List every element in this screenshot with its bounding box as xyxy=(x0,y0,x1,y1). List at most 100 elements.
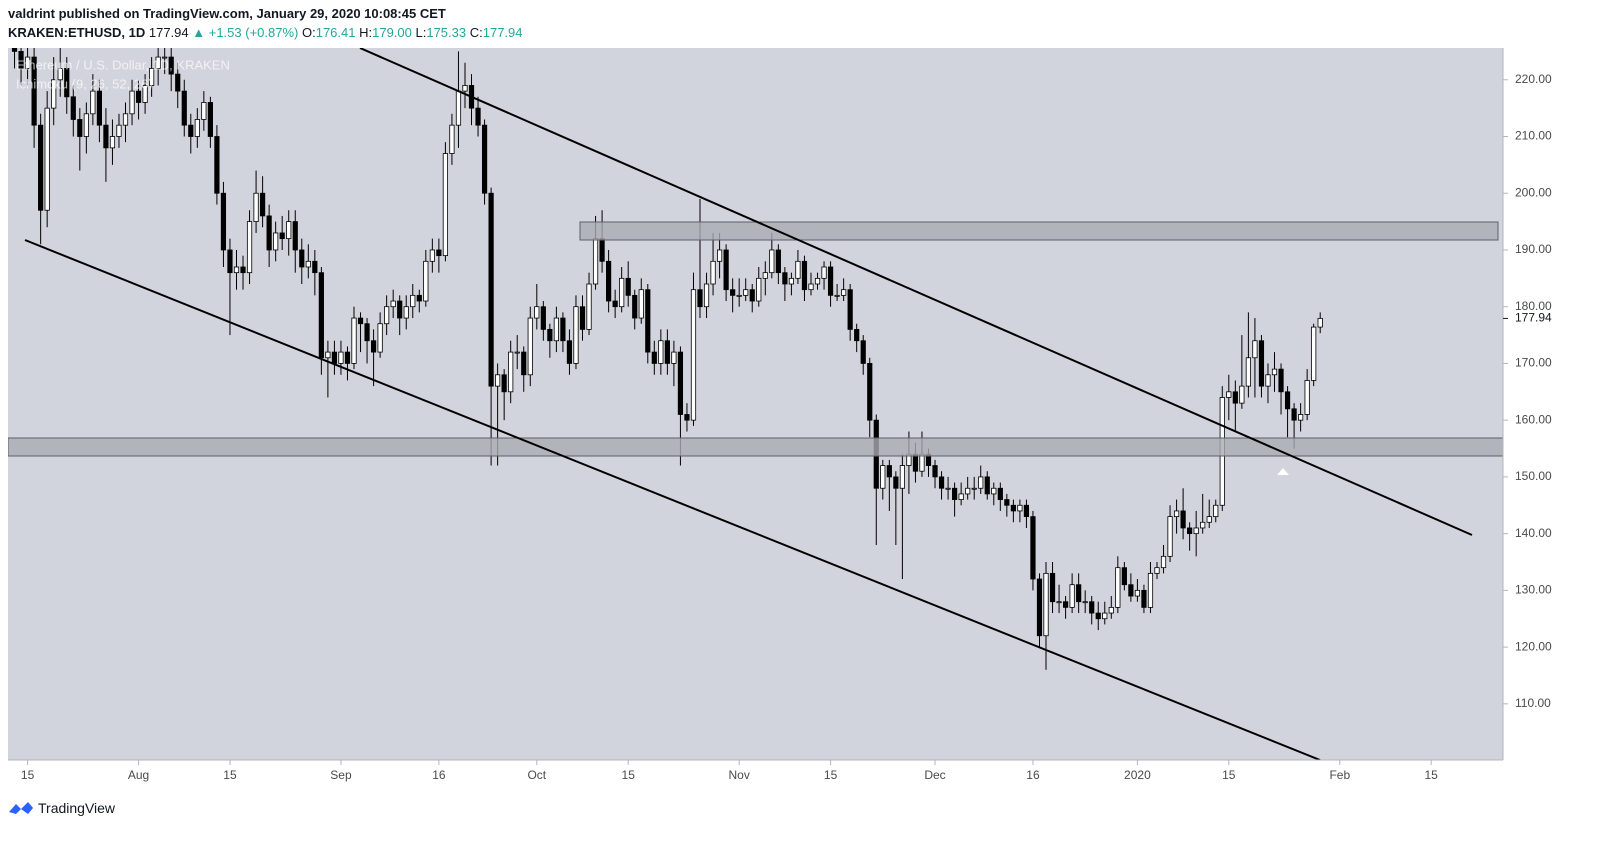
candle-body xyxy=(958,493,964,500)
candle-body xyxy=(1304,380,1310,415)
x-tick-label: 15 xyxy=(622,768,636,782)
candle-body xyxy=(651,351,657,364)
candle-body xyxy=(227,249,233,274)
candle-body xyxy=(978,476,984,489)
candle-body xyxy=(403,306,409,319)
candle-body xyxy=(299,249,305,268)
candle-body xyxy=(932,465,938,478)
price-tag xyxy=(1504,310,1562,327)
candle-body xyxy=(710,260,716,285)
y-tick-label: 120.00 xyxy=(1515,639,1552,653)
candle-body xyxy=(808,283,814,291)
candle-body xyxy=(357,317,364,325)
x-tick-label: Nov xyxy=(729,768,750,782)
candle-body xyxy=(1239,385,1245,404)
candle-body xyxy=(801,260,808,291)
candle-body xyxy=(149,68,155,86)
y-tick-label: 140.00 xyxy=(1515,526,1552,540)
x-tick-label: 16 xyxy=(1026,768,1040,782)
candle-body xyxy=(893,476,899,489)
legend-indicator: Ichimoku (9, 26, 52, 26) xyxy=(16,76,153,91)
candle-body xyxy=(847,289,853,330)
candle-body xyxy=(109,136,116,149)
y-tick-label: 170.00 xyxy=(1515,356,1552,370)
x-tick-label: 15 xyxy=(1222,768,1236,782)
candle-body xyxy=(233,266,240,274)
candle-body xyxy=(1115,567,1121,608)
symbol: KRAKEN:ETHUSD, 1D xyxy=(8,25,146,40)
x-tick-label: Feb xyxy=(1329,768,1350,782)
candle-body xyxy=(364,323,370,342)
candle-body xyxy=(1023,504,1030,518)
candle-body xyxy=(1193,527,1199,535)
price-tag-label: 177.94 xyxy=(1515,311,1552,325)
candle-body xyxy=(1036,578,1043,637)
candle-body xyxy=(867,363,873,421)
o-label: O: xyxy=(301,25,316,40)
y-tick-label: 130.00 xyxy=(1515,583,1552,597)
close: 177.94 xyxy=(482,25,523,40)
candle-body xyxy=(312,260,318,274)
candle-body xyxy=(912,453,919,472)
candle-body xyxy=(1069,584,1075,608)
candle-body xyxy=(723,249,729,291)
candle-body xyxy=(390,300,396,308)
candle-body xyxy=(1252,340,1258,359)
candle-body xyxy=(286,221,292,240)
candle-body xyxy=(821,266,827,279)
marker-arrow xyxy=(1277,468,1289,475)
candle-body xyxy=(1278,368,1284,393)
candle-body xyxy=(1076,584,1082,603)
candle-body xyxy=(429,249,435,262)
candle-body xyxy=(1232,391,1238,404)
candle-body xyxy=(1200,521,1206,529)
candle-body xyxy=(24,56,31,69)
candle-body xyxy=(1258,340,1265,387)
x-tick-label: Sep xyxy=(330,768,352,782)
candle-body xyxy=(592,238,599,285)
candle-body xyxy=(938,476,945,489)
candle-body xyxy=(501,374,507,393)
x-tick-label: Dec xyxy=(924,768,945,782)
candle-body xyxy=(1147,572,1154,608)
resistance-zone xyxy=(579,221,1499,241)
candle-body xyxy=(508,351,514,393)
candle-body xyxy=(677,351,684,415)
candle-body xyxy=(1284,391,1291,410)
candle-body xyxy=(599,238,605,262)
candle-body xyxy=(201,102,207,120)
low: 175.33 xyxy=(426,25,467,40)
candle-body xyxy=(1173,510,1180,518)
candle-body xyxy=(1298,414,1304,421)
candle-body xyxy=(1043,572,1049,637)
candle-body xyxy=(305,260,311,268)
candle-body xyxy=(814,277,821,285)
candle-body xyxy=(749,289,755,302)
candle-body xyxy=(188,124,194,137)
candle-body xyxy=(266,215,272,251)
candle-body xyxy=(384,306,390,325)
x-tick-label: 2020 xyxy=(1124,768,1151,782)
candle-body xyxy=(96,90,102,126)
candle-body xyxy=(129,90,135,115)
candle-body xyxy=(1004,499,1010,506)
candle-body xyxy=(1291,408,1297,421)
candle-body xyxy=(103,124,109,149)
candle-body xyxy=(834,294,840,297)
channel-lower xyxy=(24,239,1321,760)
candle-body xyxy=(475,107,481,126)
candle-body xyxy=(886,465,892,478)
x-tick-label: 16 xyxy=(432,768,446,782)
candle-body xyxy=(1141,589,1147,608)
legend-symbol: Ethereum / U.S. Dollar, 1D, KRAKEN xyxy=(16,57,230,72)
candle-body xyxy=(827,266,834,296)
x-tick-label: Oct xyxy=(527,768,546,782)
candle-body xyxy=(1187,527,1193,535)
candle-body xyxy=(612,300,618,308)
candle-body xyxy=(632,294,638,319)
candle-body xyxy=(775,249,781,274)
candle-body xyxy=(240,266,246,274)
candle-body xyxy=(540,306,546,330)
candle-body xyxy=(1167,516,1173,557)
candle-body xyxy=(716,249,723,262)
